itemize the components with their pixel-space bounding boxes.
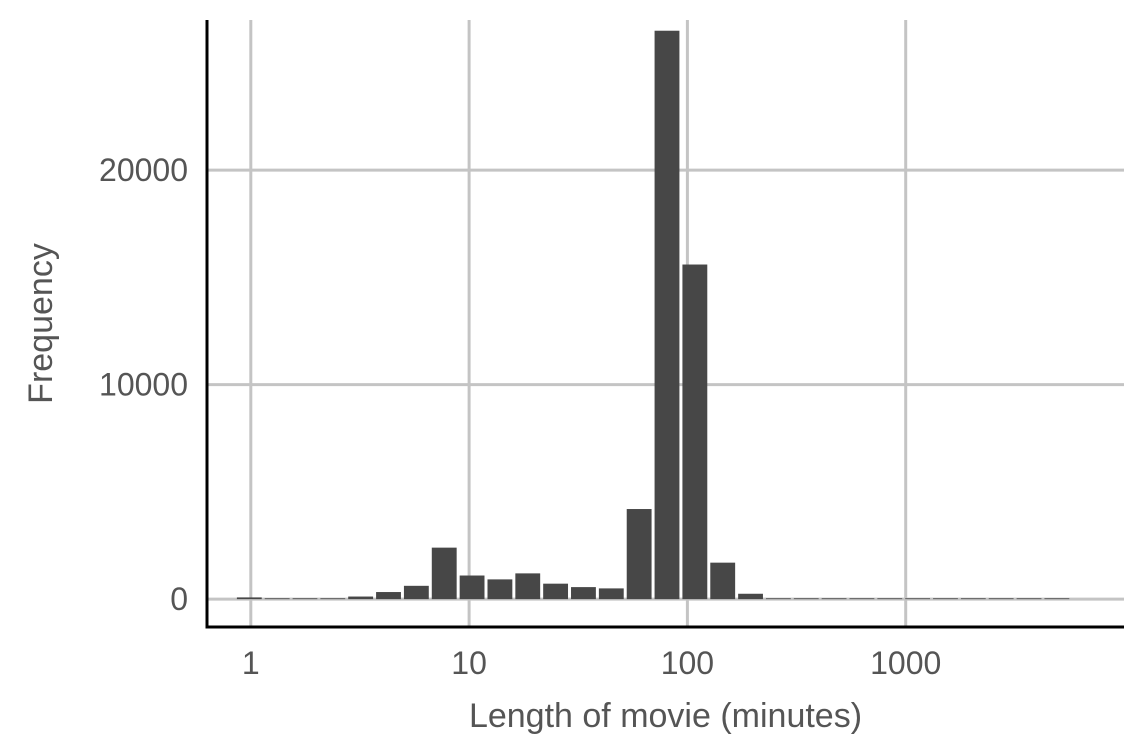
histogram-bars xyxy=(236,30,1070,600)
y-tick-label: 10000 xyxy=(99,367,188,403)
histogram-bar xyxy=(431,547,457,600)
histogram-bar xyxy=(376,592,401,600)
histogram-bar xyxy=(515,573,541,600)
histogram-bar xyxy=(571,587,596,600)
histogram-bar xyxy=(905,598,931,600)
histogram-bar xyxy=(348,596,374,600)
y-axis-title: Frequency xyxy=(22,243,60,404)
y-tick-label: 20000 xyxy=(99,152,188,188)
histogram-bar xyxy=(403,585,429,600)
x-tick-label: 10 xyxy=(451,645,487,681)
histogram-bar xyxy=(543,583,569,600)
histogram-bar xyxy=(849,598,875,600)
histogram-bar xyxy=(793,598,819,600)
histogram-bar xyxy=(459,575,485,600)
histogram-bar xyxy=(988,598,1014,600)
histogram-bar xyxy=(821,598,847,600)
x-tick-label: 1 xyxy=(242,645,260,681)
y-tick-labels: 0 10000 20000 xyxy=(99,152,188,617)
x-tick-labels: 1 10 100 1000 xyxy=(242,645,941,681)
histogram-bar xyxy=(654,30,680,600)
histogram-bar xyxy=(626,509,652,600)
histogram-bar xyxy=(877,598,903,600)
histogram-bar xyxy=(264,598,290,600)
histogram-bar xyxy=(682,264,708,600)
histogram-bar xyxy=(598,588,624,600)
x-axis-title: Length of movie (minutes) xyxy=(469,697,862,735)
histogram-bar xyxy=(1016,598,1042,600)
histogram-bar xyxy=(710,562,736,600)
histogram-bar xyxy=(960,598,986,600)
histogram-bar xyxy=(765,598,791,600)
histogram-bar xyxy=(320,598,346,600)
histogram-bar xyxy=(236,597,262,600)
y-tick-label: 0 xyxy=(170,581,188,617)
x-tick-label: 1000 xyxy=(870,645,941,681)
x-tick-label: 100 xyxy=(661,645,714,681)
histogram-bar xyxy=(1044,598,1070,600)
histogram-bar xyxy=(292,598,318,600)
histogram-bar xyxy=(487,579,513,600)
histogram-bar xyxy=(738,593,763,600)
histogram-bar xyxy=(933,598,958,600)
